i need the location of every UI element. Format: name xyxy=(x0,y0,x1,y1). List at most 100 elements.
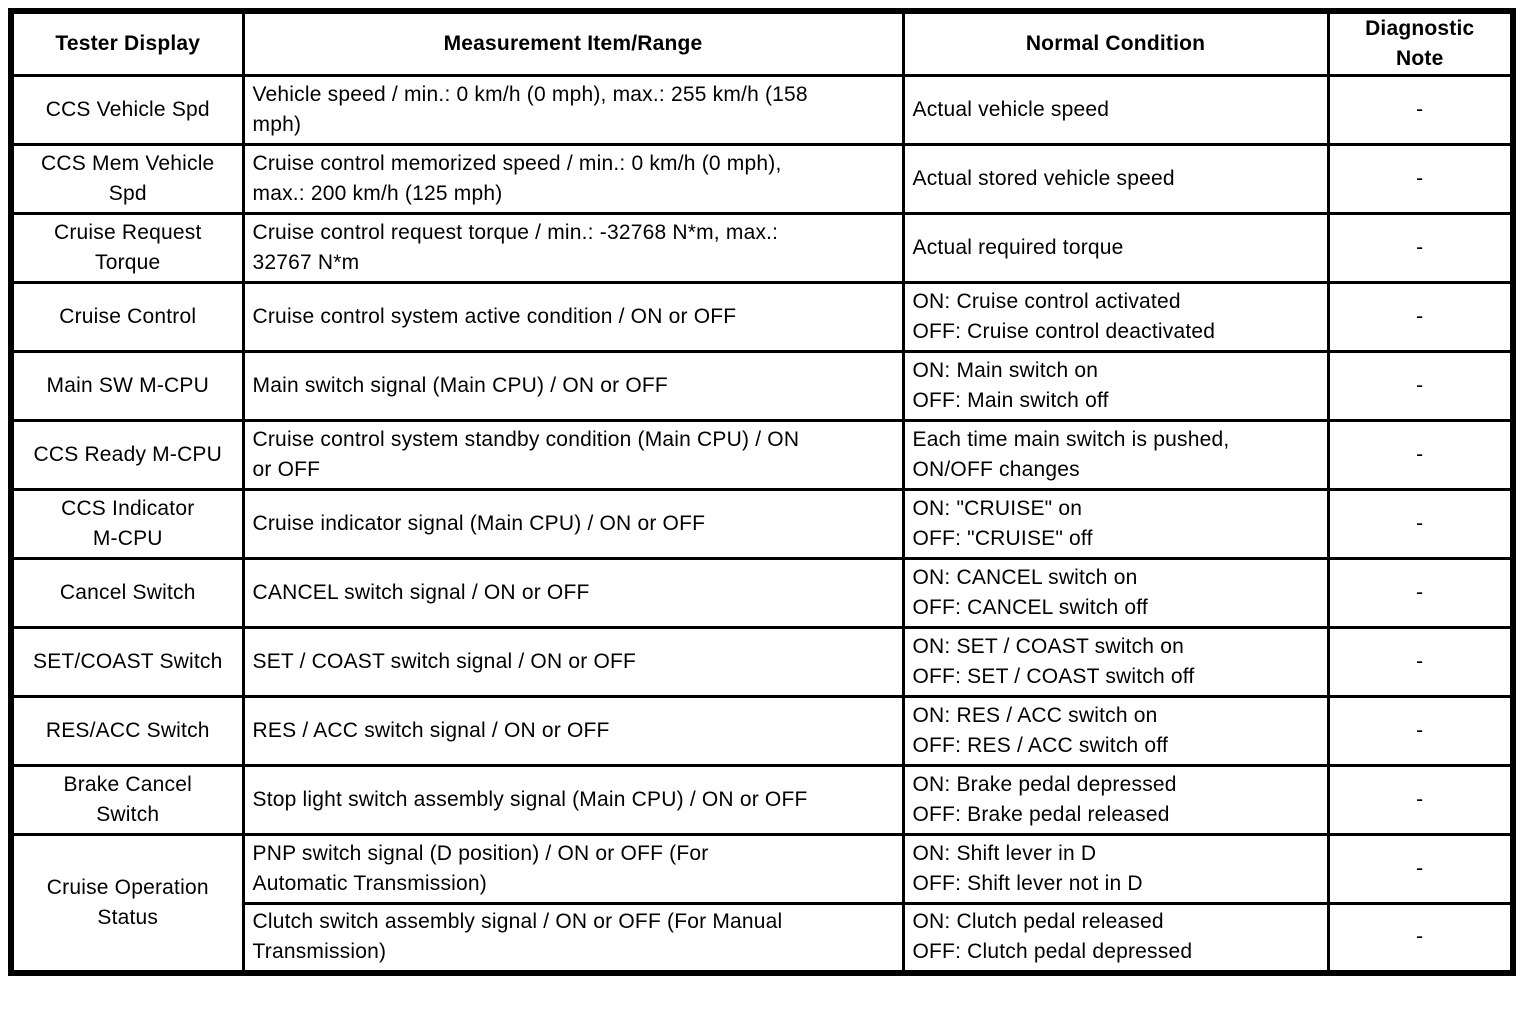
cell-normal-condition: ON: SET / COAST switch on OFF: SET / COAS… xyxy=(901,626,1330,698)
cell-normal-condition: Each time main switch is pushed, ON/OFF c… xyxy=(901,419,1330,491)
cell-measurement: Stop light switch assembly signal (Main … xyxy=(241,764,905,836)
text-line: OFF: CANCEL switch off xyxy=(912,596,1148,619)
text-line: OFF: SET / COAST switch off xyxy=(912,665,1195,688)
cell-measurement: Clutch switch assembly signal / ON or OF… xyxy=(241,902,905,974)
cell-tester-display: CCS Indicator M-CPU xyxy=(9,488,245,560)
text-line: ON: Shift lever in D xyxy=(912,842,1097,865)
cell-normal-condition: ON: Main switch on OFF: Main switch off xyxy=(901,350,1330,422)
cell-tester-display: CCS Vehicle Spd xyxy=(9,74,245,146)
cell-normal-condition: ON: Cruise control activated OFF: Cruise … xyxy=(901,281,1330,353)
cell-diagnostic-note: - xyxy=(1326,212,1515,284)
text-line: OFF: RES / ACC switch off xyxy=(912,734,1169,757)
text-line: Main SW M-CPU xyxy=(46,374,209,397)
cell-normal-condition: ON: "CRUISE" on OFF: "CRUISE" off xyxy=(901,488,1330,560)
cell-measurement: RES / ACC switch signal / ON or OFF xyxy=(241,695,905,767)
text-line: CCS Mem Vehicle xyxy=(41,152,215,175)
text-line: Clutch switch assembly signal / ON or OF… xyxy=(252,910,783,934)
text-line: CANCEL switch signal / ON or OFF xyxy=(252,581,590,604)
cell-diagnostic-note: - xyxy=(1326,419,1515,491)
table-row: Clutch switch assembly signal / ON or OF… xyxy=(11,902,1515,974)
text-line: ON: CANCEL switch on xyxy=(912,566,1138,589)
table-row: Cancel Switch CANCEL switch signal / ON … xyxy=(9,557,1515,629)
cell-tester-display: Cruise Control xyxy=(9,281,245,353)
table-row: SET/COAST Switch SET / COAST switch sign… xyxy=(9,626,1515,698)
table-row: RES/ACC Switch RES / ACC switch signal /… xyxy=(9,695,1515,767)
text-line: Actual vehicle speed xyxy=(912,98,1110,121)
text-line: Stop light switch assembly signal (Main … xyxy=(252,788,808,811)
text-line: Cruise Operation xyxy=(46,875,209,899)
cell-normal-condition: Actual required torque xyxy=(901,212,1330,284)
table-row: CCS Vehicle Spd Vehicle speed / min.: 0 … xyxy=(9,74,1515,146)
text-line: Switch xyxy=(96,803,160,826)
text-line: CCS Indicator xyxy=(61,497,195,520)
header-diagnostic-note: Diagnostic Note xyxy=(1326,9,1515,77)
text-line: Cruise control system standby condition … xyxy=(252,428,800,451)
table-row: Brake Cancel Switch Stop light switch ass… xyxy=(9,764,1515,836)
cell-diagnostic-note: - xyxy=(1326,281,1515,353)
text-line: CCS Ready M-CPU xyxy=(33,443,223,466)
text-line: Cruise control request torque / min.: -3… xyxy=(252,221,779,244)
cell-diagnostic-note: - xyxy=(1326,695,1515,767)
cell-diagnostic-note: - xyxy=(1326,557,1515,629)
cell-tester-display: Cruise Request Torque xyxy=(9,212,245,284)
cell-normal-condition: ON: CANCEL switch on OFF: CANCEL switch o… xyxy=(901,557,1330,629)
cell-measurement: PNP switch signal (D position) / ON or O… xyxy=(241,833,905,905)
cell-diagnostic-note: - xyxy=(1326,488,1515,560)
cell-tester-display: Brake Cancel Switch xyxy=(9,764,245,836)
table-row: CCS Ready M-CPU Cruise control system st… xyxy=(9,419,1515,491)
cell-measurement: Main switch signal (Main CPU) / ON or OF… xyxy=(241,350,905,422)
cell-diagnostic-note: - xyxy=(1326,833,1515,905)
text-line: ON/OFF changes xyxy=(912,458,1080,481)
cell-tester-display: Cancel Switch xyxy=(9,557,245,629)
table-row: Cruise Request Torque Cruise control requ… xyxy=(9,212,1515,284)
text-line: max.: 200 km/h (125 mph) xyxy=(252,182,503,205)
cell-measurement: Cruise control memorized speed / min.: 0… xyxy=(241,143,905,215)
text-line: RES / ACC switch signal / ON or OFF xyxy=(252,719,610,742)
text-line: Vehicle speed / min.: 0 km/h (0 mph), ma… xyxy=(252,83,808,106)
text-line: Cancel Switch xyxy=(59,581,196,604)
table-row: Cruise Control Cruise control system act… xyxy=(9,281,1515,353)
text-line: SET / COAST switch signal / ON or OFF xyxy=(252,650,637,673)
header-tester-display: Tester Display xyxy=(9,9,245,77)
cell-normal-condition: Actual stored vehicle speed xyxy=(901,143,1330,215)
text-line: OFF: Main switch off xyxy=(912,389,1109,412)
text-line: Actual stored vehicle speed xyxy=(912,167,1175,190)
table-row: Main SW M-CPU Main switch signal (Main C… xyxy=(9,350,1515,422)
text-line: OFF: Cruise control deactivated xyxy=(912,320,1216,343)
text-line: OFF: Clutch pedal depressed xyxy=(912,940,1193,964)
cell-diagnostic-note: - xyxy=(1326,350,1515,422)
text-line: PNP switch signal (D position) / ON or O… xyxy=(252,842,709,865)
text-line: Status xyxy=(97,905,159,929)
table-row: CCS Indicator M-CPU Cruise indicator sign… xyxy=(9,488,1515,560)
table-row: Cruise Operation Status PNP switch signal… xyxy=(9,833,1515,974)
cell-normal-condition: Actual vehicle speed xyxy=(901,74,1330,146)
cell-tester-display: Main SW M-CPU xyxy=(9,350,245,422)
cell-diagnostic-note: - xyxy=(1326,74,1515,146)
text-line: ON: SET / COAST switch on xyxy=(912,635,1184,658)
text-line: 32767 N*m xyxy=(252,251,360,274)
cell-diagnostic-note: - xyxy=(1326,764,1515,836)
cell-diagnostic-note: - xyxy=(1326,626,1515,698)
cell-tester-display: Cruise Operation Status xyxy=(9,833,245,974)
text-line: ON: Cruise control activated xyxy=(912,290,1181,313)
cell-normal-condition: ON: Brake pedal depressed OFF: Brake peda… xyxy=(901,764,1330,836)
text-line: ON: Brake pedal depressed xyxy=(912,773,1177,796)
header-normal-condition: Normal Condition xyxy=(901,9,1330,77)
cell-normal-condition: ON: Clutch pedal released OFF: Clutch ped… xyxy=(901,902,1330,974)
header-measurement-item-range: Measurement Item/Range xyxy=(241,9,905,77)
text-line: CCS Vehicle Spd xyxy=(45,98,210,121)
text-line: ON: "CRUISE" on xyxy=(912,497,1083,520)
cell-measurement: Vehicle speed / min.: 0 km/h (0 mph), ma… xyxy=(241,74,905,146)
text-line: ON: RES / ACC switch on xyxy=(912,704,1158,727)
cell-measurement: Cruise control request torque / min.: -3… xyxy=(241,212,905,284)
text-line: Brake Cancel xyxy=(63,773,192,796)
header-row: Tester Display Measurement Item/Range No… xyxy=(9,9,1515,77)
text-line: Cruise Request xyxy=(53,221,202,244)
text-line: Cruise indicator signal (Main CPU) / ON … xyxy=(252,512,706,535)
cell-tester-display: SET/COAST Switch xyxy=(9,626,245,698)
cell-tester-display: CCS Mem Vehicle Spd xyxy=(9,143,245,215)
cell-measurement: Cruise control system standby condition … xyxy=(241,419,905,491)
text-line: Automatic Transmission) xyxy=(252,872,488,895)
text-line: mph) xyxy=(252,113,302,136)
cell-measurement: Cruise indicator signal (Main CPU) / ON … xyxy=(241,488,905,560)
